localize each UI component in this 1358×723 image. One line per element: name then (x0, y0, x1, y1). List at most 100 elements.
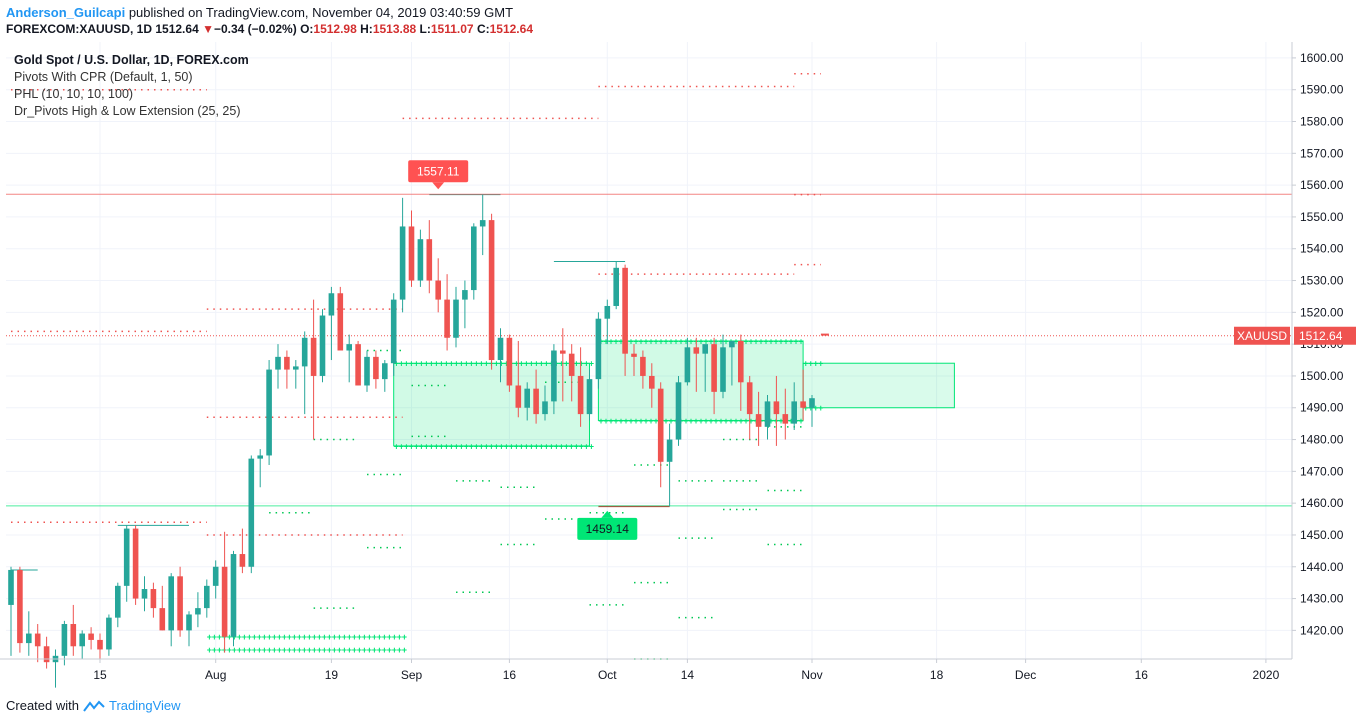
cpr-marker: + (439, 359, 444, 369)
price-callout (577, 517, 638, 540)
zone-box (802, 362, 955, 409)
candle-body (702, 344, 708, 354)
y-tick-label: 1420.00 (1300, 623, 1344, 637)
cpr-marker: + (748, 336, 753, 346)
cpr-marker: + (237, 645, 242, 655)
cpr-marker: + (613, 336, 618, 346)
candle-body (809, 398, 815, 408)
x-tick-label: 18 (930, 668, 944, 682)
cpr-marker: + (362, 632, 367, 642)
candle-body (17, 569, 23, 644)
cpr-marker: + (242, 645, 247, 655)
chart-legend: Gold Spot / U.S. Dollar, 1D, FOREX.com P… (14, 52, 249, 120)
cpr-marker: + (312, 632, 317, 642)
cpr-marker: + (352, 645, 357, 655)
cpr-marker: + (618, 416, 623, 426)
cpr-marker: + (514, 441, 519, 451)
callout-pointer (601, 510, 614, 518)
y-tick-label: 1490.00 (1300, 401, 1344, 415)
y-tick-label: 1460.00 (1300, 496, 1344, 510)
cpr-marker: + (479, 441, 484, 451)
callout-label: 1557.11 (417, 164, 460, 178)
cpr-marker: + (272, 645, 277, 655)
y-tick-label: 1480.00 (1300, 433, 1344, 447)
cpr-marker: + (469, 441, 474, 451)
open-label: O: (300, 22, 314, 36)
candle-body (515, 385, 522, 408)
cpr-marker: + (347, 645, 352, 655)
cpr-marker: + (618, 336, 623, 346)
cpr-marker: + (539, 359, 544, 369)
candle-body (560, 350, 566, 354)
x-tick-label: 16 (503, 668, 517, 682)
x-tick-label: 2020 (1253, 668, 1280, 682)
cpr-marker: + (574, 441, 579, 451)
cpr-marker: + (818, 403, 823, 413)
cpr-marker: + (514, 359, 519, 369)
last-price: 1512.64 (155, 22, 199, 36)
cpr-marker: + (449, 441, 454, 451)
footer: Created with TradingView (6, 698, 181, 713)
cpr-marker: + (539, 441, 544, 451)
cpr-marker: + (404, 441, 409, 451)
legend-indicator[interactable]: PHL (10, 10, 10, 100) (14, 87, 134, 101)
price-chart[interactable]: + + + + + + + + + + + + + + + + + + + + + + + + + + + + + + + + + + + + + + ++… (0, 42, 1358, 694)
cpr-marker: + (519, 359, 524, 369)
cpr-marker: + (387, 632, 392, 642)
cpr-marker: + (392, 645, 397, 655)
y-tick-label: 1530.00 (1300, 274, 1344, 288)
cpr-marker: + (367, 645, 372, 655)
candle-body (666, 439, 673, 462)
cpr-marker: + (382, 632, 387, 642)
cpr-marker: + (469, 359, 474, 369)
cpr-marker: + (297, 632, 302, 642)
candle-body (186, 614, 192, 631)
cpr-marker: + (484, 441, 489, 451)
cpr-marker: + (633, 336, 638, 346)
candle-body (132, 528, 139, 599)
cpr-marker: + (317, 632, 322, 642)
cpr-marker: + (444, 359, 449, 369)
cpr-marker: + (658, 336, 663, 346)
candle-body (595, 318, 602, 380)
cpr-marker: + (402, 645, 407, 655)
cpr-marker: + (579, 359, 584, 369)
last-price-badge-label: 1512.64 (1299, 329, 1343, 343)
legend-indicator[interactable]: Dr_Pivots High & Low Extension (25, 25) (14, 104, 241, 118)
author-link[interactable]: Anderson_Guilcapi (6, 5, 126, 20)
candle-body (657, 388, 664, 462)
cpr-marker: + (382, 645, 387, 655)
tradingview-brand[interactable]: TradingView (108, 698, 181, 713)
legend-indicator[interactable]: Pivots With CPR (Default, 1, 50) (14, 70, 193, 84)
cpr-marker: + (252, 645, 257, 655)
cpr-marker: + (494, 441, 499, 451)
cpr-marker: + (347, 632, 352, 642)
cpr-marker: + (574, 359, 579, 369)
cpr-marker: + (489, 441, 494, 451)
cpr-marker: + (589, 441, 594, 451)
cpr-marker: + (207, 645, 212, 655)
candle-body (640, 356, 646, 376)
cpr-marker: + (397, 645, 402, 655)
candle-body (631, 353, 637, 357)
cpr-marker: + (738, 416, 743, 426)
cpr-marker: + (367, 632, 372, 642)
candle-body (266, 369, 272, 456)
symbol-line: FOREXCOM:XAUUSD, 1D (6, 22, 153, 36)
cpr-marker: + (703, 416, 708, 426)
chart-area[interactable]: + + + + + + + + + + + + + + + + + + + + + + + + + + + + + + + + + + + + + + + +… (0, 42, 1358, 694)
cpr-marker: + (798, 336, 803, 346)
cpr-marker: + (362, 645, 367, 655)
cpr-marker: + (267, 645, 272, 655)
cpr-marker: + (723, 416, 728, 426)
cpr-marker: + (262, 632, 267, 642)
cpr-marker: + (603, 336, 608, 346)
cpr-marker: + (713, 416, 718, 426)
candle-body (764, 401, 771, 427)
cpr-marker: + (598, 416, 603, 426)
candle-body (782, 414, 789, 424)
cpr-marker: + (257, 632, 262, 642)
candle-body (720, 347, 726, 392)
cpr-marker: + (708, 416, 713, 426)
candle-body (551, 350, 557, 402)
